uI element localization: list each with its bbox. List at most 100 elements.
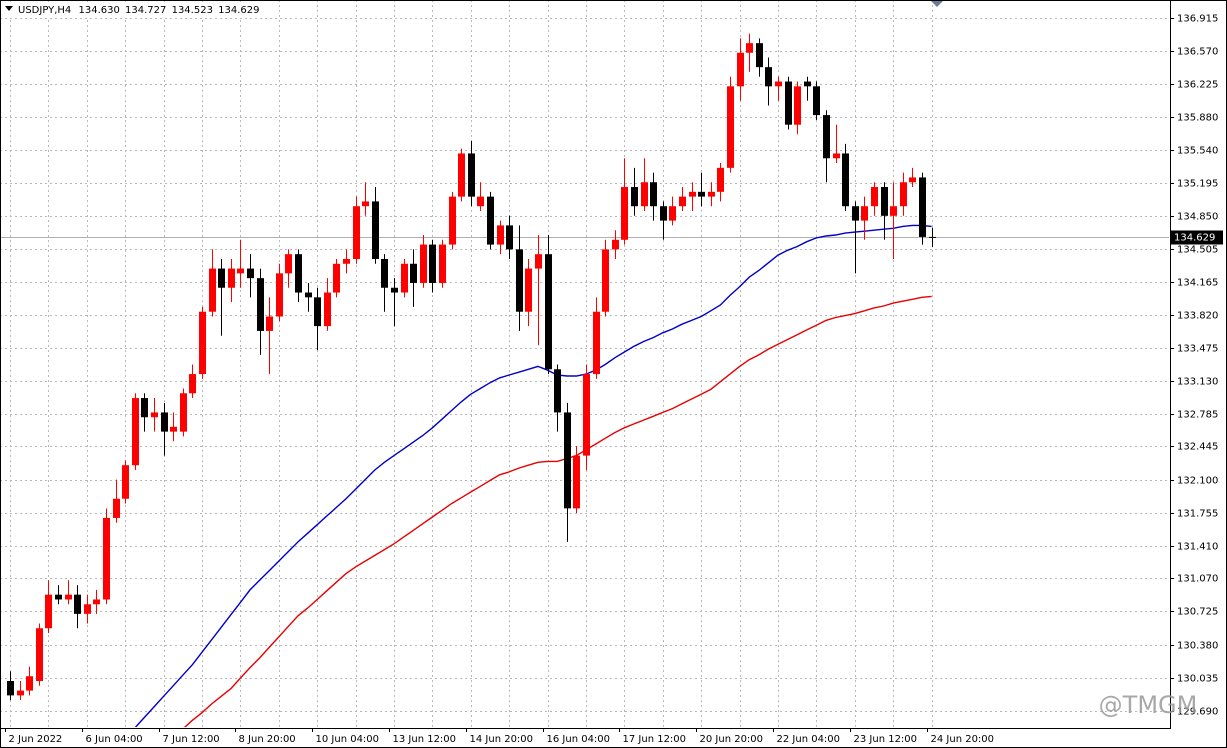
candle-body: [343, 258, 350, 264]
candle-body: [468, 153, 475, 197]
candle-body: [285, 254, 292, 274]
candle-body: [7, 681, 14, 696]
candle-body: [823, 115, 830, 159]
candle-body: [669, 206, 676, 221]
candle-body: [621, 187, 628, 240]
candle-body: [420, 244, 427, 283]
candle-body: [689, 191, 696, 197]
candle-body: [372, 201, 379, 259]
menu-triangle[interactable]: [5, 6, 13, 11]
candle-body: [74, 594, 81, 614]
header-bg: [2, 2, 252, 18]
candle-body: [852, 206, 859, 221]
candle-body: [93, 599, 100, 605]
candle-body: [727, 86, 734, 168]
candle-body: [564, 412, 571, 509]
quote-close: 134.629: [218, 5, 259, 16]
candle-body: [45, 594, 52, 629]
candle-body: [573, 455, 580, 509]
candle-body: [429, 244, 436, 283]
candle-body: [593, 311, 600, 375]
quote-open: 134.630: [78, 5, 119, 16]
candle-body: [161, 412, 168, 432]
candle-body: [449, 196, 456, 245]
x-tick-label: 7 Jun 12:00: [163, 734, 220, 745]
candle-body: [305, 292, 312, 298]
header: USDJPY,H4 134.630 134.727 134.523 134.62…: [18, 5, 259, 16]
y-tick-label: 133.475: [1177, 344, 1218, 355]
candle-body: [295, 254, 302, 293]
chart-shift-marker[interactable]: [931, 1, 943, 7]
candle-body: [228, 268, 235, 288]
candle-body: [257, 278, 264, 331]
plot-area: [1, 33, 1169, 727]
candle-body: [871, 187, 878, 207]
candle-body: [813, 86, 820, 116]
candle-body: [525, 268, 532, 312]
current-price-label: 134.629: [1174, 233, 1215, 244]
moving-average-line: [134, 224, 932, 727]
y-tick-label: 131.070: [1177, 574, 1218, 585]
watermark: @TMGM: [1099, 691, 1198, 719]
symbol: USDJPY,H4: [18, 5, 71, 16]
candle-body: [276, 273, 283, 317]
candle-body: [218, 268, 225, 288]
candle-body: [602, 249, 609, 312]
candle-body: [458, 153, 465, 197]
moving-average-line: [183, 295, 932, 727]
quote-low: 134.523: [172, 5, 213, 16]
candle-body: [775, 81, 782, 87]
candle-body: [919, 177, 926, 237]
x-tick-label: 22 Jun 04:00: [777, 734, 841, 745]
candle-body: [535, 254, 542, 269]
candle-body: [26, 676, 33, 691]
candle-body: [113, 498, 120, 518]
candle-body: [679, 196, 686, 207]
candle-body: [55, 594, 62, 600]
candle-body: [132, 398, 139, 466]
x-tick-label: 13 Jun 12:00: [393, 734, 457, 745]
candle-body: [17, 690, 24, 696]
candle-body: [929, 236, 936, 238]
candle-body: [314, 297, 321, 327]
candle-body: [266, 316, 273, 331]
x-tick-label: 24 Jun 20:00: [931, 734, 995, 745]
candle-body: [890, 206, 897, 216]
x-tick-label: 20 Jun 20:00: [700, 734, 764, 745]
y-tick-label: 135.540: [1177, 146, 1218, 157]
candle-body: [765, 67, 772, 87]
candle-body: [842, 153, 849, 207]
y-tick-label: 132.445: [1177, 442, 1218, 453]
candle-body: [381, 258, 388, 288]
candle-body: [737, 52, 744, 87]
candle-body: [180, 393, 187, 432]
candle-body: [199, 311, 206, 375]
candle-body: [362, 201, 369, 207]
y-tick-label: 134.505: [1177, 245, 1218, 256]
y-tick-label: 135.880: [1177, 113, 1218, 124]
candle-body: [497, 225, 504, 245]
candle-body: [65, 594, 72, 600]
candle-body: [746, 43, 753, 53]
candle-body: [151, 412, 158, 418]
candle-body: [237, 268, 244, 274]
candle-body: [650, 182, 657, 207]
y-tick-label: 129.690: [1177, 707, 1218, 718]
candle-body: [324, 292, 331, 327]
x-tick-label: 2 Jun 2022: [9, 734, 63, 745]
candle-body: [756, 43, 763, 68]
candle-body: [189, 374, 196, 394]
y-tick-label: 136.570: [1177, 47, 1218, 58]
candle-body: [516, 249, 523, 312]
y-tick-label: 132.100: [1177, 476, 1218, 487]
candle-body: [141, 398, 148, 418]
candle-body: [477, 196, 484, 207]
candle-body: [103, 517, 110, 600]
y-tick-label: 134.850: [1177, 212, 1218, 223]
y-tick-label: 131.410: [1177, 542, 1218, 553]
quote-high: 134.727: [125, 5, 166, 16]
x-tick-label: 17 Jun 12:00: [623, 734, 687, 745]
y-tick-label: 133.130: [1177, 377, 1218, 388]
